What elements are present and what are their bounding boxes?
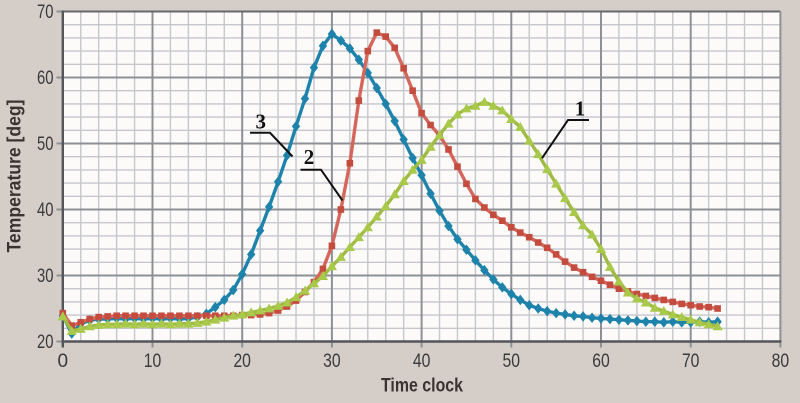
- svg-text:Temperature [deg]: Temperature [deg]: [5, 100, 26, 253]
- svg-text:30: 30: [37, 266, 54, 287]
- svg-text:30: 30: [323, 351, 341, 372]
- svg-text:0: 0: [58, 351, 69, 372]
- svg-text:50: 50: [503, 351, 521, 372]
- svg-text:10: 10: [144, 351, 162, 372]
- svg-text:40: 40: [37, 200, 54, 221]
- svg-text:50: 50: [37, 134, 54, 155]
- svg-text:70: 70: [37, 2, 54, 23]
- svg-text:60: 60: [592, 351, 610, 372]
- svg-text:60: 60: [37, 68, 54, 89]
- svg-text:1: 1: [575, 97, 586, 121]
- svg-text:3: 3: [255, 110, 266, 134]
- svg-text:40: 40: [413, 351, 431, 372]
- svg-text:2: 2: [304, 145, 315, 169]
- svg-text:Time clock: Time clock: [381, 376, 463, 397]
- svg-text:20: 20: [233, 351, 251, 372]
- svg-text:70: 70: [682, 351, 700, 372]
- svg-text:80: 80: [772, 351, 790, 372]
- svg-text:20: 20: [37, 332, 54, 353]
